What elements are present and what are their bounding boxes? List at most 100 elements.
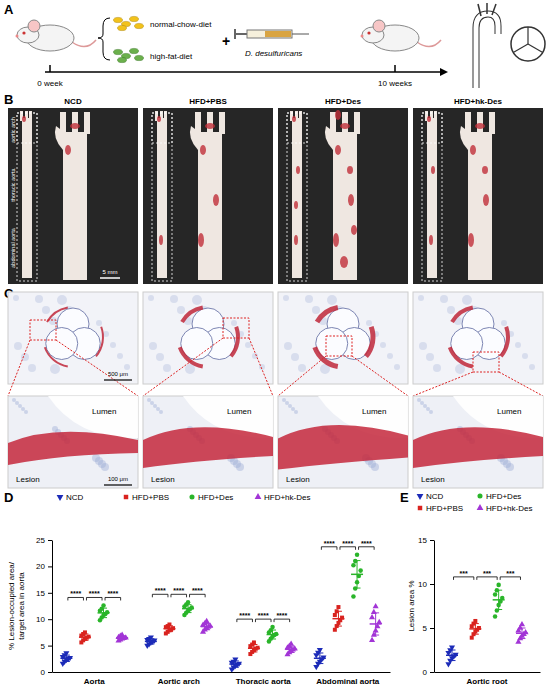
data-point [449,646,455,651]
legend-label: HFD+Des [486,492,521,501]
significance-label: **** [258,612,269,619]
error-cap [472,623,479,624]
zoom-line [249,338,273,396]
tissue-texture [522,353,528,359]
label: 5 mm [103,269,118,275]
tissue-texture [291,353,299,361]
tissue-texture [124,364,130,370]
error-cap [449,650,456,651]
tick-mark [48,672,52,673]
aorta-branch [219,112,225,134]
tissue-texture [148,295,154,301]
aorta-branch [195,112,201,134]
lesion-arc [96,327,103,357]
y-axis: 0510152025 [36,536,52,677]
region-box [152,113,172,281]
tick-label: 20 [36,562,45,571]
zoom-box [223,318,249,338]
pellet [130,16,139,21]
valve-ring [511,27,545,61]
error-cap [449,660,456,661]
tick-label: 10 [418,580,427,589]
tissue-texture [423,404,427,408]
group-label: HFD+PBS [189,97,227,106]
tick-label: Thoracic aorta [236,677,292,686]
label: D. desulfuricans [245,49,302,58]
timeline-tick [49,65,51,72]
tissue-texture [426,407,430,411]
data-point [358,568,363,573]
error-cap [119,635,126,636]
significance-label: **** [89,590,100,597]
data-point [288,641,294,646]
error-cap [119,639,126,640]
error-cap [354,560,361,561]
lesion-stain [482,166,488,174]
zoom-line [56,340,138,396]
lesion-arc [231,327,238,357]
significance-bracket [477,577,497,580]
mouse-eye [22,31,25,34]
data-point [496,583,501,588]
data-point [252,640,256,644]
series [445,646,458,668]
mean-line [446,655,458,657]
error-cap [203,623,210,624]
panel-letter: E [400,490,409,505]
mean-line [248,647,260,649]
lesion-arc [180,347,203,366]
tick: 15 [418,536,434,545]
tissue-texture [110,342,116,348]
aorta-zoom [63,132,87,280]
mean-line [469,628,481,630]
error-cap [288,652,295,653]
chart-panel: D0510152025AortaAortic archThoracic aort… [4,490,391,686]
photo-aorta [8,108,138,284]
aorta-whole [157,118,167,278]
tissue-texture [42,306,50,314]
annotations: ********* [454,570,521,580]
label: Lumen [362,407,386,416]
photo-aorta [278,108,408,284]
aorta-zoom [333,132,357,280]
aorta-whole [22,118,32,278]
data-point [369,637,375,642]
aorta-whole [292,118,302,278]
series [79,605,345,656]
label: Lumen [227,407,251,416]
mean-line [370,623,382,625]
mouse-eye [367,31,370,34]
tissue-texture [327,295,337,305]
tissue-texture [159,410,163,414]
tissue-texture [291,407,295,411]
error-cap [63,655,70,656]
aorta-branch [478,4,481,16]
data-point [333,628,337,632]
data-point [369,614,375,619]
lesion-stain [296,166,300,174]
valve-leaflet [513,44,528,53]
legend-marker [477,493,482,498]
error-cap [147,638,154,639]
tissue-texture [429,410,433,414]
lesion-arc [317,307,338,322]
legend-label: NCD [66,493,84,502]
error-cap [372,635,379,636]
histology [278,292,408,488]
tick: Aortic root [467,677,508,686]
zoom-box [326,336,352,356]
significance-bracket [454,577,474,580]
tissue-texture [419,342,427,350]
data-point [373,603,379,608]
tissue-texture [50,364,60,374]
significance-bracket [359,547,375,550]
data-point [101,603,106,608]
brace [98,18,110,60]
error-cap [203,629,210,630]
tissue-texture [13,295,19,301]
significance-label: **** [361,540,372,547]
syringe-liquid [265,31,291,37]
photo-aorta [413,108,543,284]
legend: NCDHFD+PBSHFD+DesHFD+hk-Des [57,493,311,502]
data-point [317,648,323,653]
